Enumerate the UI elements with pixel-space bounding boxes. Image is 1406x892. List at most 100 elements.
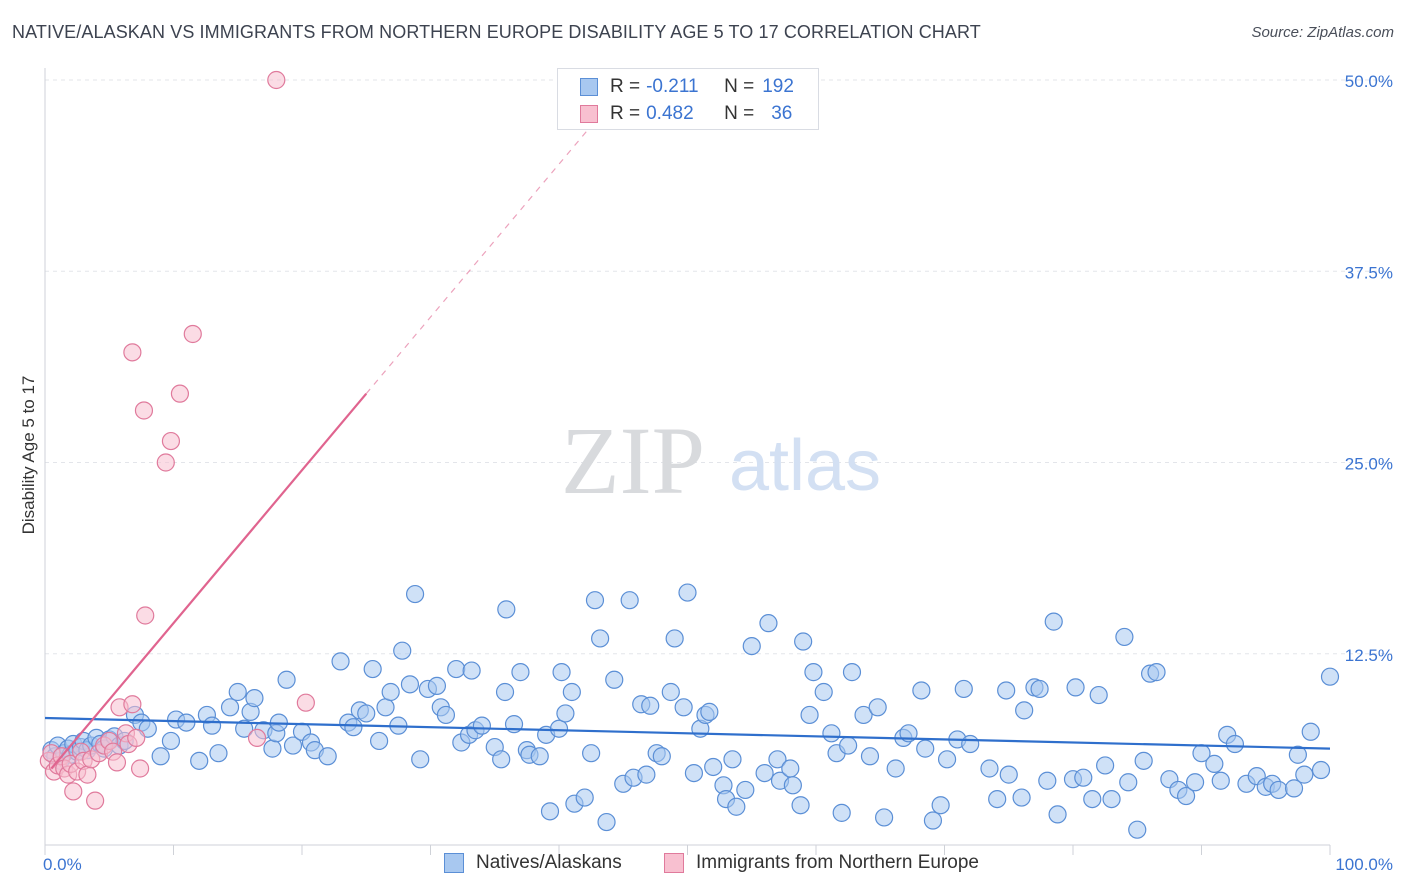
point-immigrants — [267, 70, 286, 90]
point-natives — [562, 682, 581, 702]
point-natives — [393, 641, 412, 660]
point-natives — [1102, 789, 1121, 809]
point-immigrants — [123, 343, 142, 362]
point-natives — [511, 663, 530, 682]
point-natives — [552, 663, 571, 682]
point-natives — [727, 797, 746, 816]
source-label: Source: ZipAtlas.com — [1251, 24, 1394, 41]
point-natives — [860, 747, 880, 766]
point-natives — [411, 750, 430, 769]
x-tick-label: 100.0% — [1335, 855, 1393, 874]
point-immigrants — [156, 453, 175, 472]
point-natives — [447, 659, 466, 679]
series-legend-natives: Natives/Alaskans — [444, 852, 622, 874]
point-natives — [605, 670, 624, 689]
point-natives — [794, 632, 813, 651]
point-natives — [190, 751, 209, 770]
point-natives — [839, 736, 858, 755]
point-immigrants — [247, 728, 267, 748]
point-natives — [427, 676, 447, 695]
point-natives — [1320, 667, 1340, 686]
trend-extension-immigrants — [365, 117, 599, 395]
trend-line-immigrants — [50, 392, 368, 770]
point-natives — [916, 739, 935, 758]
point-natives — [768, 750, 787, 769]
legend-row-immigrants: R = 0.482 N = 36 — [580, 100, 792, 128]
point-natives — [742, 636, 761, 656]
point-immigrants — [127, 728, 146, 748]
legend-r-value: 0.482 — [646, 103, 694, 124]
legend-r-value: -0.211 — [646, 76, 699, 97]
series-label-natives: Natives/Alaskans — [476, 852, 622, 873]
point-natives — [1083, 789, 1102, 809]
point-natives — [462, 661, 481, 680]
point-natives — [1128, 820, 1147, 839]
point-natives — [854, 705, 873, 725]
point-natives — [997, 681, 1016, 700]
point-natives — [961, 734, 980, 754]
legend-swatch-natives — [580, 78, 598, 96]
point-natives — [783, 776, 802, 795]
y-tick-label: 12.5% — [1345, 646, 1393, 665]
point-natives — [530, 747, 549, 766]
point-natives — [954, 679, 973, 699]
point-natives — [277, 670, 296, 689]
watermark-atlas: atlas — [729, 426, 881, 506]
point-natives — [151, 747, 170, 766]
point-natives — [1119, 773, 1138, 792]
point-natives — [235, 719, 254, 738]
series-label-immigrants: Immigrants from Northern Europe — [696, 852, 979, 873]
trend-line-natives — [44, 716, 1331, 750]
point-natives — [800, 705, 819, 725]
point-natives — [370, 731, 389, 751]
point-natives — [585, 591, 605, 610]
point-natives — [700, 702, 719, 721]
point-natives — [497, 600, 516, 619]
point-natives — [1284, 779, 1304, 798]
chart-title: NATIVE/ALASKAN VS IMMIGRANTS FROM NORTHE… — [12, 22, 981, 42]
legend-row-natives: R = -0.211 N = 192 — [580, 73, 794, 101]
legend-n-label: N = — [724, 76, 755, 97]
point-natives — [318, 747, 337, 766]
point-natives — [652, 747, 671, 766]
point-natives — [1048, 805, 1067, 824]
point-natives — [875, 808, 894, 827]
point-natives — [704, 757, 723, 777]
point-natives — [1301, 722, 1320, 741]
watermark: ZIP atlas — [561, 407, 881, 514]
point-natives — [1089, 685, 1108, 705]
point-immigrants — [130, 759, 150, 778]
y-tick-label: 25.0% — [1345, 455, 1393, 474]
point-natives — [923, 811, 943, 830]
point-natives — [684, 763, 704, 783]
point-natives — [641, 696, 660, 715]
point-natives — [759, 614, 778, 633]
point-natives — [791, 796, 810, 815]
axes — [44, 68, 1331, 855]
point-natives — [228, 682, 247, 702]
point-immigrants — [86, 791, 105, 810]
legend-n-value: 36 — [771, 103, 793, 124]
point-natives — [245, 689, 264, 708]
point-natives — [736, 780, 755, 800]
point-natives — [1295, 765, 1314, 784]
series-swatch-immigrants — [664, 853, 684, 873]
point-natives — [283, 736, 303, 755]
point-natives — [376, 698, 395, 717]
tick-labels: 12.5% 25.0% 37.5% 50.0% 0.0% 100.0% — [43, 72, 1393, 874]
point-natives — [723, 750, 742, 769]
point-immigrants — [123, 695, 142, 714]
point-natives — [1205, 754, 1224, 774]
point-immigrants — [64, 782, 83, 801]
grid-lines — [45, 79, 1392, 655]
point-natives — [472, 716, 491, 735]
legend-r-label: R = — [610, 76, 641, 97]
series-legend: Natives/Alaskans Immigrants from Norther… — [0, 852, 1406, 878]
legend-swatch-immigrants — [580, 105, 598, 123]
point-natives — [814, 682, 833, 702]
point-natives — [665, 629, 684, 648]
point-natives — [980, 759, 999, 778]
point-natives — [363, 659, 382, 679]
point-natives — [674, 698, 693, 717]
point-natives — [591, 629, 610, 648]
